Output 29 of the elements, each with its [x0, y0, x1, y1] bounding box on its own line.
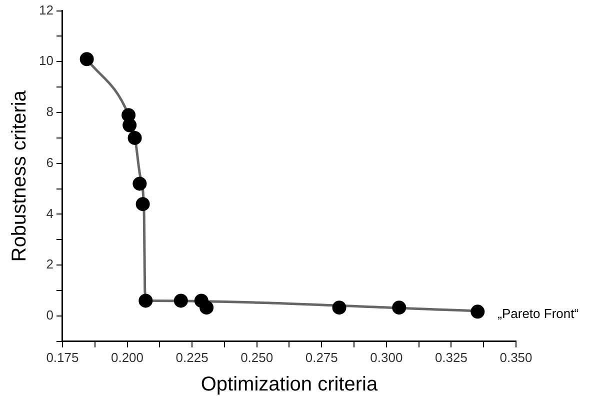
point [138, 294, 153, 308]
point [136, 197, 150, 212]
y-tick-label: 10 [38, 53, 54, 68]
y-tick-label: 4 [46, 206, 54, 221]
x-tick-label: 0.325 [434, 350, 468, 365]
x-tick-label: 0.200 [110, 350, 144, 365]
x-tick-label: 0.300 [370, 350, 403, 365]
annotation: „Pareto Front“ [498, 306, 579, 322]
x-axis-title: Optimization criteria [200, 374, 378, 396]
point [80, 52, 94, 66]
point [392, 300, 406, 315]
x-tick-label: 0.175 [46, 350, 79, 365]
y-tick-label: 8 [46, 104, 54, 120]
point [174, 294, 188, 308]
point [128, 130, 142, 145]
y-tick-label: 12 [38, 2, 54, 18]
x-tick-label: 0.225 [176, 350, 208, 365]
point [332, 300, 346, 315]
point [200, 300, 214, 315]
x-tick-label: 0.350 [500, 350, 532, 365]
point [122, 118, 137, 132]
x-tick-label: 0.275 [305, 350, 338, 365]
point [132, 176, 147, 191]
y-tick-label: 0 [46, 308, 54, 323]
y-tick-label: 2 [46, 256, 54, 272]
y-tick-label: 6 [46, 154, 54, 170]
y-axis-title: Robustness criteria [8, 90, 31, 262]
point [470, 304, 485, 319]
x-tick-label: 0.250 [240, 350, 274, 365]
